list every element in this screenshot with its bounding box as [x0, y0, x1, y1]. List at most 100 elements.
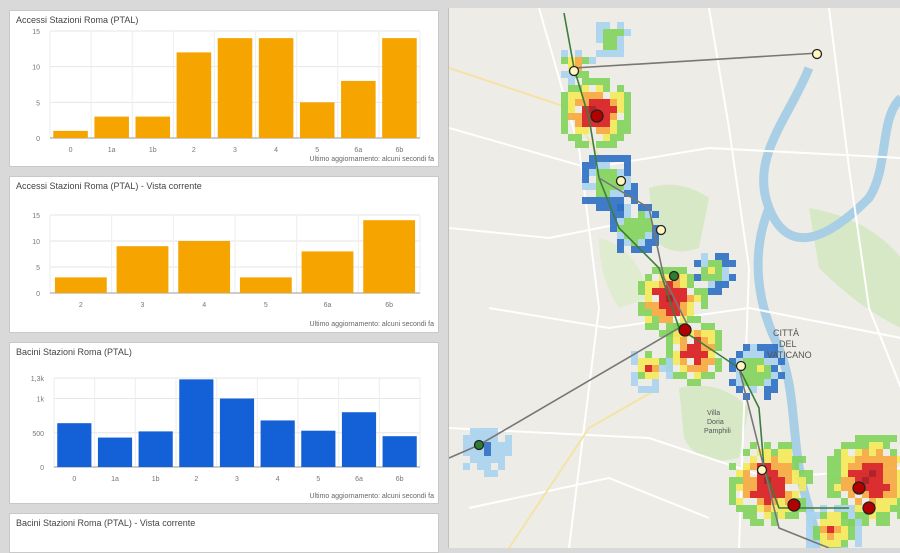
ptal-cell [589, 120, 596, 127]
station-marker [615, 175, 627, 187]
ptal-cell [897, 498, 900, 505]
ptal-cell [617, 239, 624, 246]
map-view[interactable]: CITTÀ DEL VATICANO Villa Doria Pamphili [448, 8, 900, 548]
ptal-cell [792, 477, 799, 484]
ptal-cell [869, 463, 876, 470]
station-marker [655, 224, 667, 236]
ptal-cell [652, 323, 659, 330]
ptal-cell [827, 519, 834, 526]
ptal-cell [701, 288, 708, 295]
ptal-cell [603, 169, 610, 176]
ptal-cell [575, 85, 582, 92]
ptal-cell [729, 260, 736, 267]
ptal-cell [575, 50, 582, 57]
ptal-cell [610, 134, 617, 141]
chart-panel-accessi-vista-corrente: Accessi Stazioni Roma (PTAL) - Vista cor… [9, 176, 439, 333]
ptal-cell [764, 484, 771, 491]
ptal-cell [617, 36, 624, 43]
ptal-cell [862, 512, 869, 519]
y-tick-label: 500 [32, 431, 44, 438]
ptal-cell [792, 463, 799, 470]
ptal-cell [575, 99, 582, 106]
ptal-cell [645, 351, 652, 358]
ptal-cell [876, 491, 883, 498]
ptal-cell [869, 456, 876, 463]
bar [341, 80, 376, 138]
ptal-cell [778, 463, 785, 470]
ptal-cell [785, 442, 792, 449]
ptal-cell [743, 365, 750, 372]
ptal-cell [596, 204, 603, 211]
ptal-cell [743, 491, 750, 498]
ptal-cell [701, 365, 708, 372]
ptal-cell [568, 57, 575, 64]
ptal-cell [701, 337, 708, 344]
ptal-cell [869, 435, 876, 442]
chart-panel-bacini-vista-corrente: Bacini Stazioni Roma (PTAL) - Vista corr… [9, 513, 439, 553]
ptal-cell [806, 540, 813, 547]
ptal-cell [764, 449, 771, 456]
ptal-cell [666, 337, 673, 344]
ptal-cell [582, 99, 589, 106]
ptal-cell [834, 533, 841, 540]
ptal-cell [785, 470, 792, 477]
ptal-cell [687, 274, 694, 281]
ptal-cell [736, 386, 743, 393]
ptal-cell [855, 477, 862, 484]
x-tick-label: 3 [141, 302, 145, 309]
ptal-cell [603, 99, 610, 106]
ptal-cell [694, 358, 701, 365]
station-marker [862, 501, 876, 515]
x-tick-label: 6b [396, 147, 404, 154]
ptal-cell [827, 456, 834, 463]
ptal-cell [617, 120, 624, 127]
ptal-cell [694, 351, 701, 358]
ptal-cell [582, 141, 589, 148]
ptal-cell [624, 190, 631, 197]
ptal-cell [603, 176, 610, 183]
ptal-cell [708, 358, 715, 365]
ptal-cell [806, 477, 813, 484]
ptal-cell [771, 463, 778, 470]
ptal-cell [729, 274, 736, 281]
ptal-cell [680, 295, 687, 302]
ptal-cell [687, 351, 694, 358]
ptal-cell [617, 127, 624, 134]
ptal-cell [813, 512, 820, 519]
station-marker [735, 360, 747, 372]
ptal-cell [680, 281, 687, 288]
ptal-cell [701, 302, 708, 309]
ptal-cell [750, 512, 757, 519]
ptal-cell [708, 351, 715, 358]
ptal-cell [771, 456, 778, 463]
ptal-cell [463, 435, 470, 442]
ptal-cell [694, 288, 701, 295]
ptal-cell [596, 85, 603, 92]
ptal-cell [463, 463, 470, 470]
ptal-cell [736, 470, 743, 477]
rail-line [563, 12, 849, 509]
ptal-cell [596, 50, 603, 57]
map-canvas[interactable] [449, 8, 900, 548]
map-label-citta: CITTÀ [773, 328, 799, 338]
park-area [809, 208, 900, 328]
ptal-cell [652, 386, 659, 393]
ptal-cell [841, 463, 848, 470]
y-tick-label: 1,3k [31, 376, 45, 383]
ptal-cell [631, 190, 638, 197]
ptal-cell [848, 512, 855, 519]
ptal-cell [505, 442, 512, 449]
ptal-cell [617, 50, 624, 57]
bar [217, 38, 253, 138]
ptal-cell [883, 491, 890, 498]
ptal-cell [561, 120, 568, 127]
ptal-cell [645, 309, 652, 316]
ptal-cell [645, 239, 652, 246]
y-tick-label: 5 [36, 100, 40, 107]
ptal-cell [673, 372, 680, 379]
ptal-cell [876, 519, 883, 526]
ptal-cell [757, 379, 764, 386]
ptal-cell [750, 344, 757, 351]
ptal-cell [645, 232, 652, 239]
ptal-cell [876, 505, 883, 512]
